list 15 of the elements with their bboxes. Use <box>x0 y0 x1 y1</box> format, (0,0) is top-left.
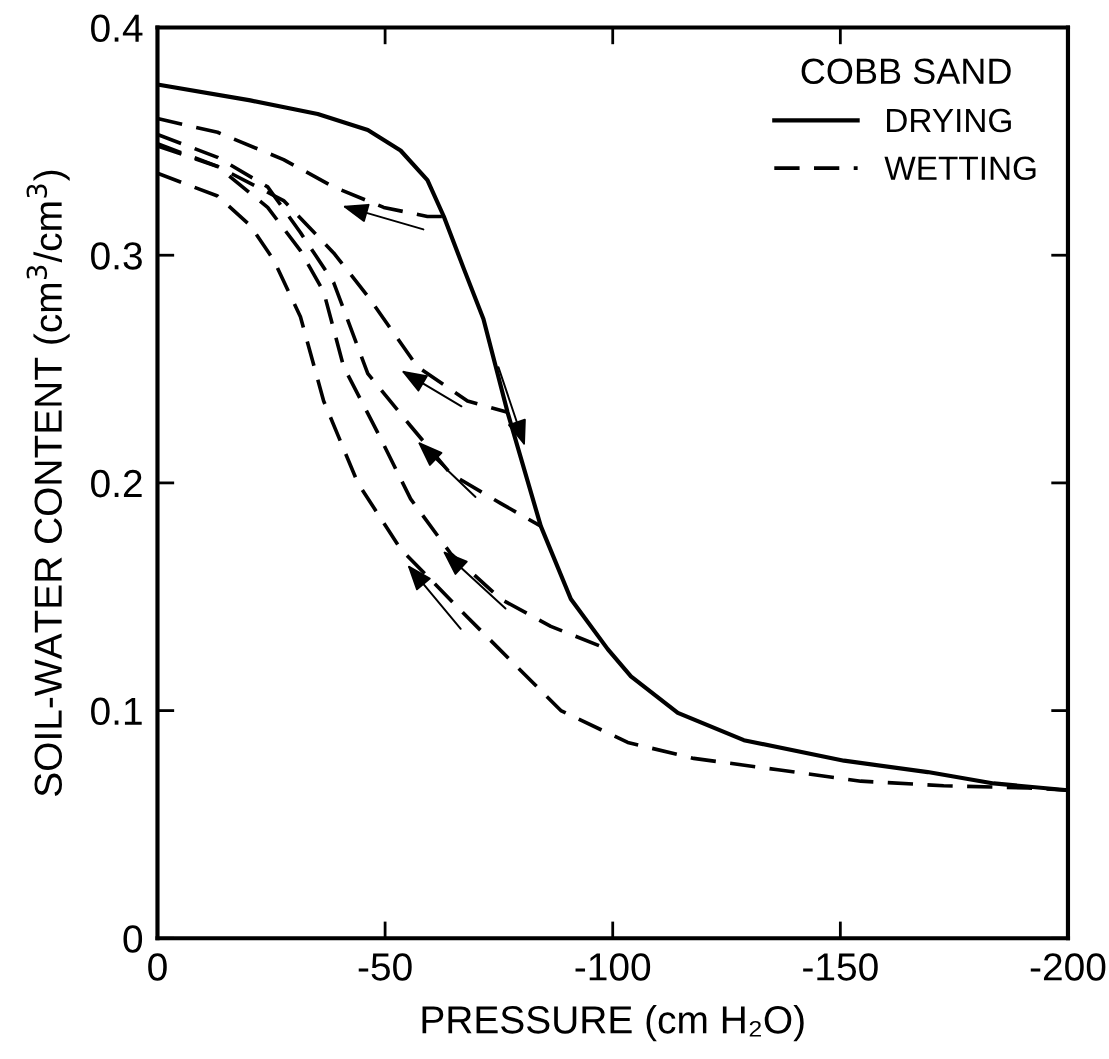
x-axis-title: PRESSURE (cm H₂O) <box>422 1005 804 1042</box>
x-tick-label: 0 <box>148 953 167 981</box>
legend-label: WETTING <box>884 156 1036 181</box>
y-tick-label: 0 <box>123 925 143 953</box>
y-tick-label: 0.3 <box>91 242 142 270</box>
y-axis-title: SOIL-WATER CONTENT (cm$^{3}$/cm$^{3}$) <box>26 170 70 796</box>
y-tick-label: 0.2 <box>91 469 142 498</box>
legend-title: COBB SAND <box>801 58 1011 85</box>
x-tick-label: -150 <box>803 953 878 981</box>
x-tick-label: -50 <box>358 953 412 981</box>
x-tick-label: -200 <box>1030 953 1106 981</box>
legend-label: DRYING <box>887 108 1011 133</box>
x-tick-label: -100 <box>575 953 651 981</box>
y-tick-label: 0.1 <box>91 697 142 726</box>
y-tick-label: 0.4 <box>91 14 143 43</box>
